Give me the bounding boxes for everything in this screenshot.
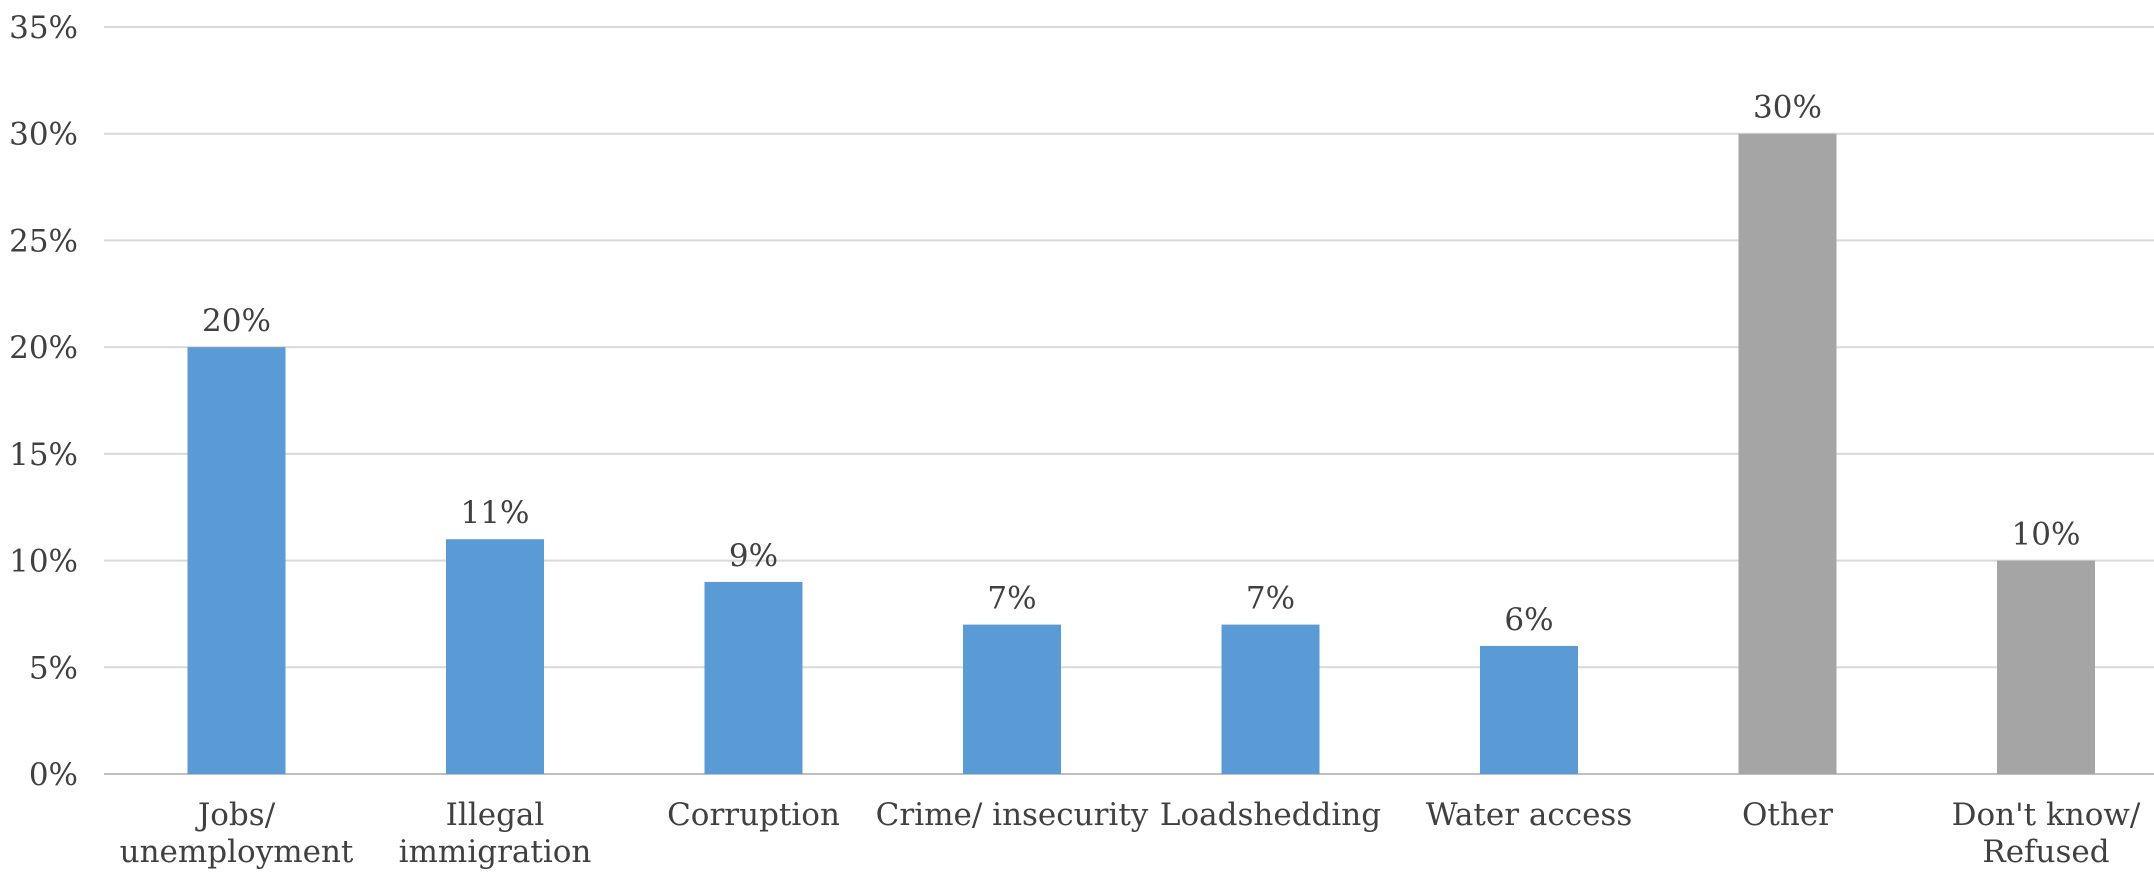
x-tick-label: Refused — [1982, 834, 2109, 869]
x-tick-label: Illegal — [446, 797, 545, 833]
x-tick-label: unemployment — [120, 834, 354, 869]
bar — [1480, 645, 1578, 774]
data-labels: 20% 11% 9% 7% 7% 6% 30% 10% — [202, 90, 2080, 638]
data-label: 10% — [2012, 517, 2081, 553]
bar — [1221, 624, 1320, 774]
bar — [704, 581, 803, 774]
y-tick-label: 10% — [9, 544, 78, 580]
x-tick-label: Other — [1742, 797, 1833, 833]
data-label: 7% — [1246, 581, 1295, 617]
y-axis-tick-labels: 0% 5% 10% 15% 20% 25% 30% 35% — [9, 10, 78, 793]
data-label: 7% — [987, 581, 1036, 617]
y-tick-label: 20% — [9, 330, 78, 366]
bar — [1997, 560, 2095, 774]
y-tick-label: 25% — [9, 223, 78, 259]
data-label: 11% — [461, 495, 530, 531]
x-tick-label: Don't know/ — [1952, 797, 2141, 833]
x-tick-label: Jobs/ — [195, 797, 276, 833]
bars — [187, 133, 2095, 774]
x-tick-label: Loadshedding — [1160, 797, 1381, 833]
data-label: 30% — [1753, 90, 1822, 126]
bar — [187, 347, 286, 774]
gridlines — [104, 26, 2154, 775]
bar — [963, 624, 1061, 774]
x-tick-label: Crime/ insecurity — [876, 797, 1149, 833]
bar — [446, 539, 544, 774]
bar — [1738, 133, 1837, 774]
data-label: 9% — [729, 538, 778, 574]
data-label: 20% — [202, 303, 271, 339]
y-tick-label: 30% — [9, 117, 78, 153]
y-tick-label: 0% — [29, 757, 78, 793]
x-tick-label: Corruption — [667, 797, 840, 833]
x-tick-label: immigration — [399, 834, 592, 869]
y-tick-label: 15% — [9, 437, 78, 473]
data-label: 6% — [1504, 602, 1553, 638]
y-tick-label: 5% — [29, 650, 78, 686]
x-tick-label: Water access — [1426, 797, 1633, 833]
y-tick-label: 35% — [9, 10, 78, 46]
